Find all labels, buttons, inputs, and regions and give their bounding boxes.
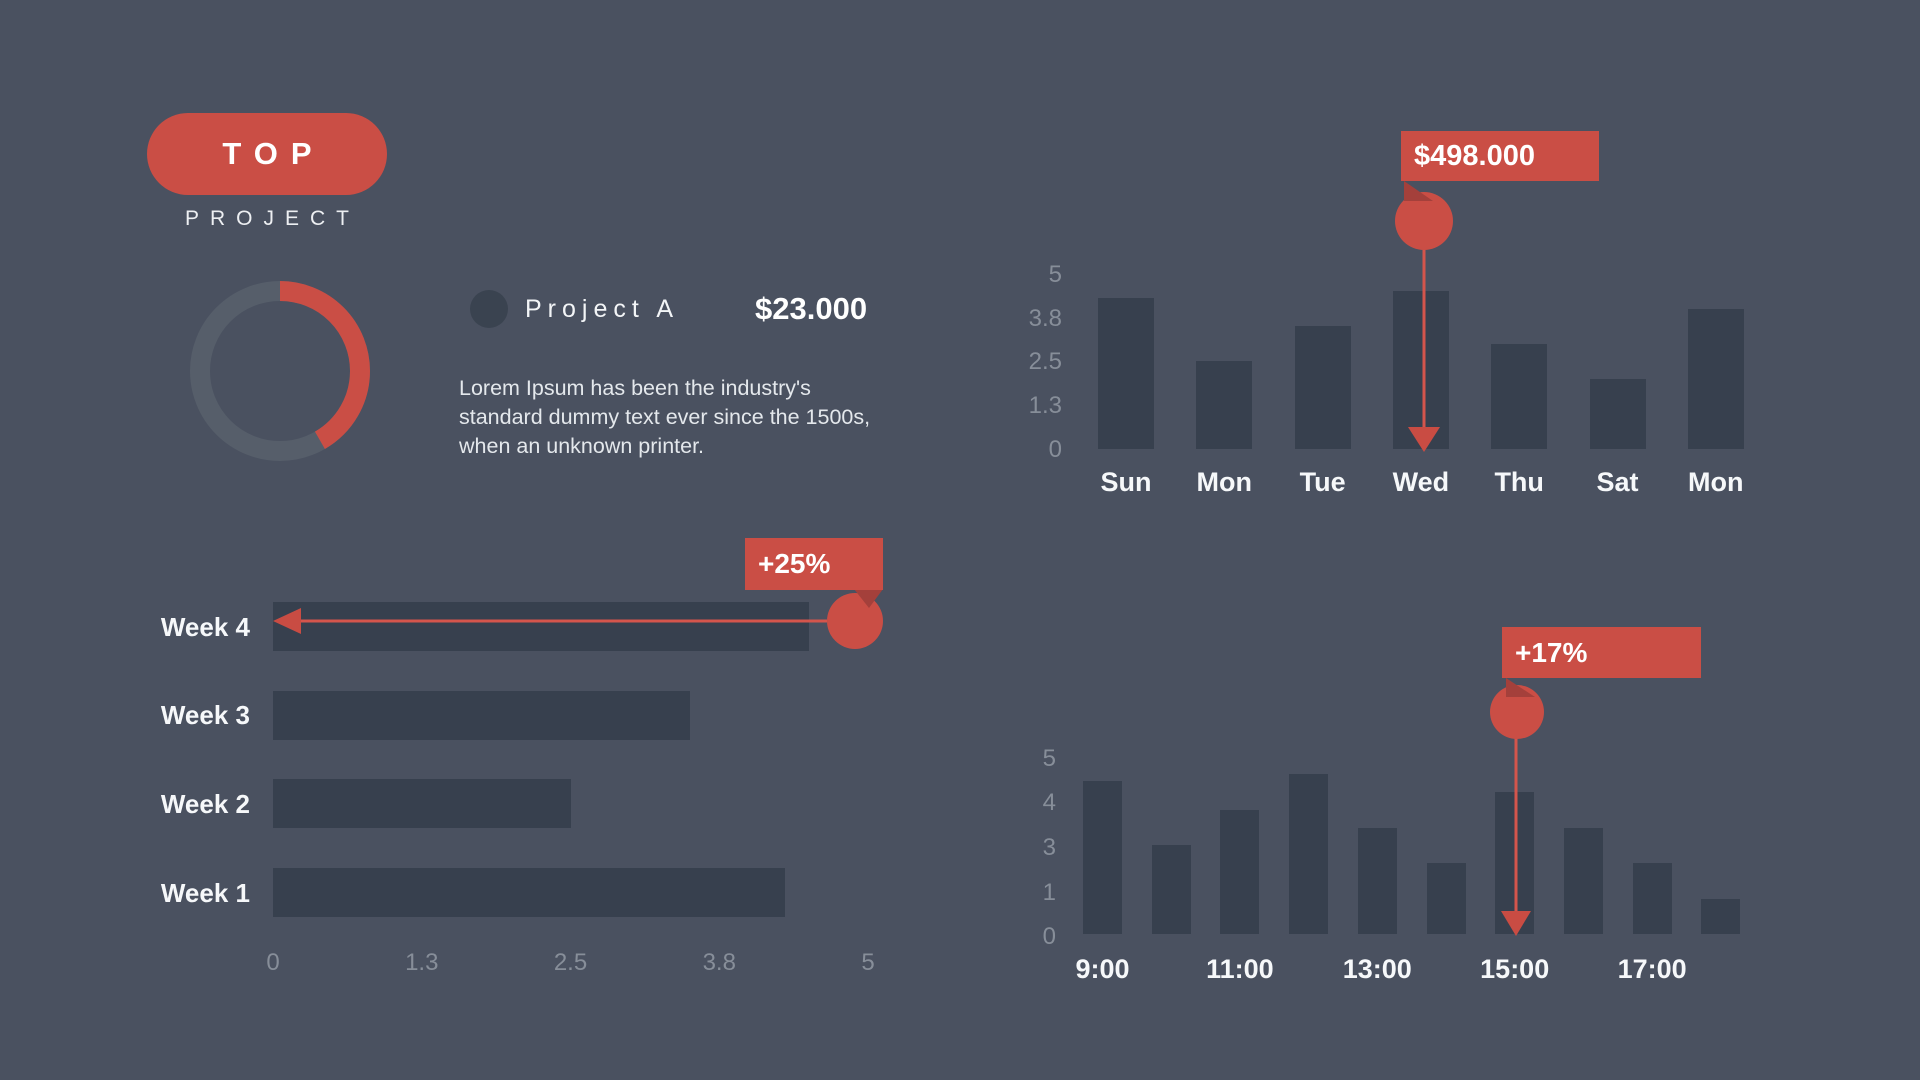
- axis-tick: 3.8: [702, 949, 736, 976]
- bar: [273, 779, 571, 829]
- donut-chart: [190, 281, 370, 461]
- hourly-callout-label: +17%: [1515, 636, 1588, 668]
- bar-label: 11:00: [1206, 954, 1274, 984]
- daily-callout-box: $498.000: [1401, 131, 1599, 181]
- axis-tick: 4: [1042, 789, 1056, 816]
- bar: [1426, 863, 1466, 935]
- hourly-callout-box: +17%: [1502, 627, 1701, 678]
- axis-tick: 2.5: [553, 949, 588, 976]
- bar-label: 13:00: [1342, 954, 1412, 984]
- bar: [1083, 781, 1122, 935]
- daily-callout-notch: [1404, 181, 1433, 201]
- bar: [273, 690, 690, 740]
- weekly-callout-box: +25%: [745, 538, 883, 590]
- bar-label: 17:00: [1617, 954, 1687, 984]
- legend-value: $23.000: [755, 291, 868, 326]
- axis-tick: 3.8: [1028, 304, 1062, 332]
- bar-label: Tue: [1299, 467, 1346, 497]
- bar-label: Week 2: [160, 788, 250, 819]
- bar-label: Mon: [1688, 467, 1744, 497]
- axis-tick: 5: [861, 949, 875, 976]
- hourly-callout-circle: [1490, 685, 1544, 739]
- axis-tick: 5: [1042, 745, 1056, 772]
- bar: [1289, 774, 1329, 935]
- bar: [1196, 361, 1253, 450]
- bar-label: Week 3: [160, 700, 250, 731]
- bar: [1392, 290, 1449, 450]
- hourly-callout-notch: [1506, 678, 1535, 697]
- axis-tick: 0: [266, 949, 280, 976]
- bar-label: 15:00: [1480, 954, 1550, 984]
- description-text: Lorem Ipsum has been the industry's stan…: [459, 376, 871, 458]
- axis-tick: 0: [1048, 435, 1062, 463]
- daily-callout-circle: [1395, 192, 1453, 250]
- bar-label: Mon: [1196, 467, 1253, 497]
- weekly-callout-circle: [827, 593, 883, 649]
- bar: [1294, 326, 1351, 450]
- axis-tick: 1: [1042, 879, 1056, 906]
- bar: [1589, 378, 1646, 450]
- bar-label: Week 1: [160, 877, 250, 908]
- bar-label: Thu: [1494, 467, 1544, 497]
- bar-label: 9:00: [1075, 954, 1130, 984]
- bar: [1151, 845, 1191, 935]
- weekly-callout-notch: [854, 589, 883, 608]
- axis-tick: 1.3: [405, 949, 439, 976]
- bar: [1495, 791, 1535, 935]
- bar: [1491, 343, 1548, 450]
- project-subtitle: PROJECT: [184, 207, 360, 230]
- bar: [273, 602, 809, 651]
- axis-tick: 1.3: [1028, 392, 1062, 419]
- bar: [273, 868, 785, 917]
- top-badge-pill: TOP: [147, 113, 387, 195]
- donut-progress-arc: [190, 281, 370, 461]
- axis-tick: 3: [1042, 834, 1056, 861]
- bar: [1701, 898, 1741, 935]
- bar: [1357, 827, 1397, 935]
- bar-label: Wed: [1392, 467, 1450, 497]
- axis-tick: 0: [1042, 923, 1056, 950]
- bar: [1220, 809, 1260, 935]
- top-badge-label: TOP: [222, 136, 325, 171]
- bar: [1563, 827, 1603, 935]
- daily-callout-label: $498.000: [1414, 139, 1535, 172]
- bar-label: Sat: [1596, 467, 1639, 497]
- legend-name: Project A: [525, 295, 680, 323]
- legend-dot: [470, 290, 508, 328]
- axis-tick: 5: [1048, 261, 1062, 288]
- bar-label: Sun: [1100, 467, 1152, 497]
- bar: [1632, 863, 1672, 935]
- bar-label: Week 4: [160, 611, 250, 642]
- axis-tick: 2.5: [1028, 348, 1062, 376]
- weekly-callout-label: +25%: [758, 548, 831, 579]
- bar: [1687, 308, 1744, 450]
- bar: [1098, 297, 1154, 450]
